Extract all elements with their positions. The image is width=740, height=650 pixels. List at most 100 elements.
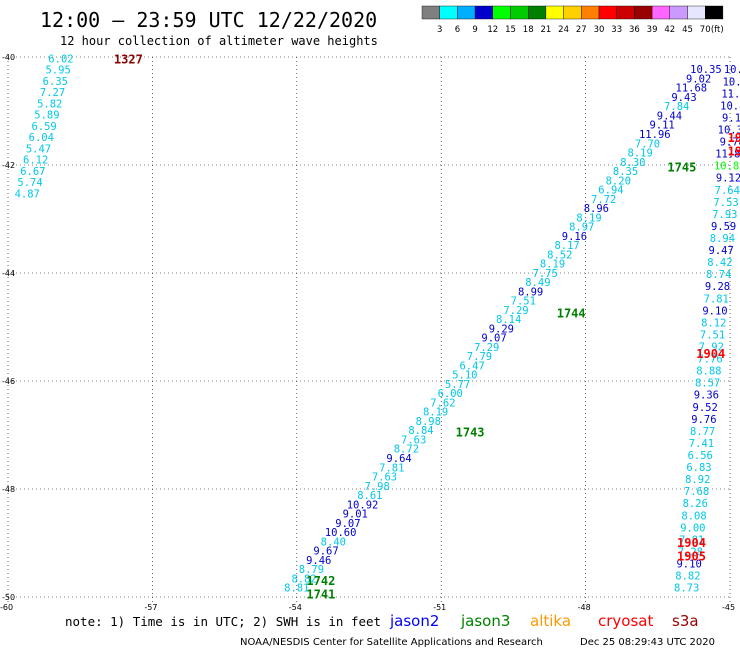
swh-value: 10.60 [325,527,357,539]
swh-value: 8.19 [540,259,565,271]
swh-value: 7.27 [40,87,65,99]
swh-value: 7.53 [713,197,738,209]
swh-value: 6.59 [31,121,56,133]
swh-value: 9.67 [313,546,338,558]
swh-value: 8.81 [284,583,309,595]
swh-value: 8.14 [496,314,521,326]
swh-value: 9.16 [562,231,587,243]
colorbar-swatch [581,5,600,20]
colorbar-label: 18 [523,25,534,35]
swh-value: 8.74 [706,269,731,281]
swh-value: 5.95 [45,65,70,77]
lon-tick-label: -60 [0,603,13,612]
swh-value: 8.17 [554,240,579,252]
map-title: 12:00 – 23:59 UTC 12/22/2020 [40,8,377,32]
pass-time-label: 1904 [677,536,706,550]
swh-value: 8.57 [695,378,720,390]
swh-value: 9.64 [386,453,411,465]
colorbar-label: 70 [700,25,711,35]
pass-time-label: 1742 [306,574,335,588]
swh-value: 11.68 [676,83,708,95]
pass-time-label: 1905 [677,550,706,564]
colorbar-label: 24 [558,25,569,35]
note-text: note: 1) Time is in UTC; 2) SWH is in fe… [65,614,381,629]
footer-timestamp: Dec 25 08:29:43 UTC 2020 [580,637,715,648]
colorbar-swatch [705,5,724,20]
colorbar-label: 33 [611,25,622,35]
colorbar-swatch [492,5,511,20]
swh-value: 6.35 [43,76,68,88]
colorbar-label: 30 [594,25,605,35]
swh-value: 10.87 [720,100,740,112]
swh-value: 4.87 [15,188,40,200]
colorbar-swatch [457,5,476,20]
swh-value: 9.36 [694,390,719,402]
swh-value: 8.40 [321,536,346,548]
lon-tick-label: -48 [578,603,591,612]
swh-value: 5.89 [34,110,59,122]
lat-tick-label: -40 [2,53,15,62]
swh-value: 5.82 [37,98,62,110]
swh-value: 9.78 [720,137,740,149]
swh-value: 9.01 [343,509,368,521]
swh-value: 8.61 [357,490,382,502]
swh-value: 10.15 [723,76,740,88]
colorbar-label: 45 [682,25,693,35]
colorbar-swatch [510,5,529,20]
swh-value: 6.47 [459,360,484,372]
swh-value: 9.07 [335,518,360,530]
pass-time-label: 1745 [667,161,696,175]
swh-value: 6.04 [29,132,54,144]
pass-time-label: 1741 [306,587,335,601]
lat-tick-label: -44 [2,269,15,278]
swh-value: 9.28 [705,281,730,293]
swh-value: 11.90 [721,88,740,100]
swh-value: 8.52 [547,249,572,261]
swh-value: 7.81 [679,534,704,546]
swh-value: 8.19 [576,212,601,224]
colorbar-swatch [421,5,440,20]
swh-value: 7.63 [401,434,426,446]
swh-value: 8.20 [606,175,631,187]
swh-value: 8.35 [613,166,638,178]
swh-value: 7.93 [712,209,737,221]
colorbar-swatch [545,5,564,20]
swh-value: 8.92 [685,474,710,486]
colorbar-swatch [651,5,670,20]
swh-value: 8.72 [394,444,419,456]
lat-tick-label: -50 [2,593,15,602]
swh-value: 9.44 [657,110,682,122]
colorbar-label: 3 [437,25,442,35]
swh-value: 9.00 [680,522,705,534]
swh-value: 6.56 [688,450,713,462]
swh-value: 7.81 [704,293,729,305]
swh-value: 10.16 [724,64,740,76]
swh-value: 8.82 [675,571,700,583]
swh-value: 8.49 [525,277,550,289]
swh-value: 10.30 [718,124,740,136]
swh-value: 8.19 [423,407,448,419]
pass-time-label: 19 [728,131,740,145]
colorbar-swatch [528,5,547,20]
footer-source: NOAA/NESDIS Center for Satellite Applica… [240,637,543,648]
satellite-legend: jason2 jason3 altika cryosat s3a [389,612,699,630]
lon-tick-label: -57 [144,603,157,612]
colorbar-label: 36 [629,25,640,35]
axis-tick-labels: -40 -42 -44 -46 -48 -50-60 -57 -54 -51 -48 -45 [0,53,735,612]
swh-value: 7.81 [379,462,404,474]
legend-s3a: s3a [672,612,699,630]
swh-value: 7.64 [715,185,740,197]
colorbar-label: 12 [487,25,498,35]
swh-value: 8.19 [628,148,653,160]
swh-value: 5.74 [17,177,42,189]
swh-value: 8.88 [696,366,721,378]
swh-value: 9.76 [691,414,716,426]
map-subtitle: 12 hour collection of altimeter wave hei… [60,34,378,48]
swh-value: 6.12 [23,155,48,167]
swh-value: 9.12 [716,173,740,185]
lat-tick-label: -48 [2,485,15,494]
swh-value: 7.29 [503,305,528,317]
swh-value: 8.96 [584,203,609,215]
